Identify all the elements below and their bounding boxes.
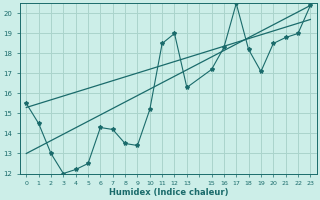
X-axis label: Humidex (Indice chaleur): Humidex (Indice chaleur)	[108, 188, 228, 197]
